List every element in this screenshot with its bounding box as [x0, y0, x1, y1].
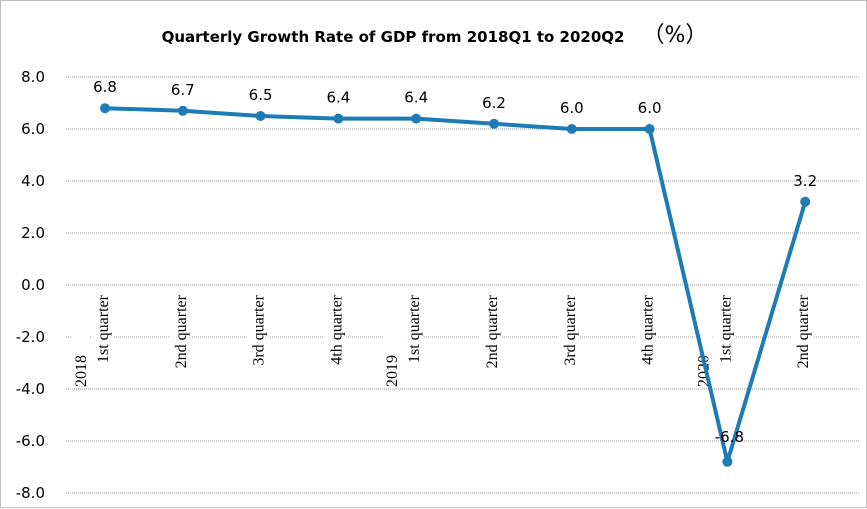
x-category-bg — [713, 293, 736, 383]
x-category-quarter: 4th quarter — [328, 294, 345, 364]
data-label: -6.8 — [715, 428, 744, 446]
data-label: 6.2 — [482, 94, 506, 112]
y-tick-label: 8.0 — [21, 68, 45, 86]
y-tick-label: -2.0 — [16, 328, 45, 346]
x-category-quarter: 2nd quarter — [795, 294, 812, 368]
y-tick-label: -4.0 — [16, 380, 45, 398]
x-category-bg — [324, 293, 347, 383]
data-point — [644, 124, 655, 134]
data-label: 6.4 — [326, 89, 350, 107]
chart-title: Quarterly Growth Rate of GDP from 2018Q1… — [1, 17, 867, 49]
x-category-year-bg — [72, 317, 90, 357]
x-category-quarter: 1st quarter — [406, 294, 423, 363]
series-line — [104, 106, 808, 464]
data-point — [177, 105, 188, 116]
chart-title-text: Quarterly Growth Rate of GDP from 2018Q1… — [161, 28, 625, 46]
x-category-quarter: 2nd quarter — [173, 294, 190, 368]
x-category-quarter: 4th quarter — [640, 294, 657, 364]
x-category-quarter: 1st quarter — [95, 294, 112, 363]
chart-unit: （%） — [642, 23, 708, 48]
data-point — [566, 124, 577, 134]
x-category-year: 2018 — [73, 355, 90, 387]
data-point — [722, 456, 733, 467]
y-tick-label: 6.0 — [21, 120, 45, 138]
x-category-bg — [91, 293, 113, 383]
data-label: 6.0 — [638, 99, 662, 117]
x-category-bg — [791, 293, 814, 383]
data-label: 6.0 — [560, 99, 584, 117]
data-point — [333, 113, 344, 124]
data-label: 6.5 — [249, 86, 273, 104]
data-point — [489, 118, 499, 129]
data-point — [800, 196, 811, 207]
y-tick-label: 4.0 — [21, 172, 45, 190]
data-label: 6.8 — [93, 78, 117, 96]
x-category-bg — [480, 293, 502, 383]
y-tick-label: -8.0 — [16, 484, 45, 502]
data-point — [100, 103, 110, 114]
data-point — [255, 111, 266, 121]
x-category-quarter: 3rd quarter — [251, 294, 268, 365]
x-category-bg — [402, 293, 425, 383]
x-category-bg — [635, 293, 658, 383]
x-category-quarter: 1st quarter — [717, 294, 734, 363]
y-tick-label: -6.0 — [16, 432, 45, 450]
data-label: 6.4 — [404, 89, 428, 107]
x-category-bg — [168, 293, 191, 383]
data-point — [411, 113, 422, 124]
data-label: 6.7 — [171, 81, 195, 99]
x-category-bg — [246, 293, 269, 383]
x-category-bg — [557, 293, 580, 383]
y-tick-label: 0.0 — [21, 276, 45, 294]
data-label: 3.2 — [793, 172, 817, 190]
x-category-year-bg — [383, 317, 402, 357]
x-category-quarter: 2nd quarter — [484, 294, 501, 368]
x-category-year: 2019 — [384, 355, 401, 387]
x-category-quarter: 3rd quarter — [562, 294, 579, 365]
y-tick-label: 2.0 — [21, 224, 45, 242]
